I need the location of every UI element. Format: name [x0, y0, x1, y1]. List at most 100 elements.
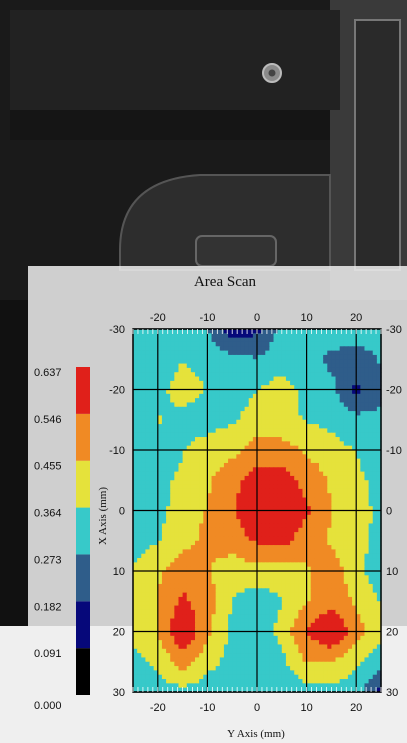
heatmap-cell: [294, 389, 299, 395]
heatmap-cell: [327, 532, 332, 538]
heatmap-cell: [203, 596, 208, 602]
heatmap-cell: [368, 683, 374, 689]
heatmap-cell: [314, 614, 320, 620]
heatmap-cell: [314, 510, 320, 516]
heatmap-cell: [166, 536, 171, 542]
heatmap-cell: [327, 415, 332, 421]
heatmap-cell: [236, 545, 242, 550]
heatmap-cell: [352, 488, 357, 494]
heatmap-cell: [161, 679, 167, 684]
heatmap-cell: [166, 376, 171, 382]
heatmap-cell: [248, 549, 254, 555]
heatmap-cell: [137, 510, 142, 516]
heatmap-cell: [244, 605, 250, 611]
heatmap-cell: [319, 571, 324, 576]
heatmap-cell: [195, 402, 200, 408]
heatmap-cell: [298, 592, 304, 598]
heatmap-cell: [257, 540, 262, 546]
heatmap-cell: [319, 644, 324, 650]
heatmap-cell: [153, 510, 159, 516]
heatmap-cell: [203, 661, 208, 667]
heatmap-cell: [157, 527, 163, 533]
heatmap-cell: [252, 657, 258, 663]
heatmap-cell: [236, 553, 242, 559]
heatmap-cell: [306, 510, 312, 516]
heatmap-cell: [269, 553, 275, 559]
heatmap-cell: [170, 471, 175, 477]
heatmap-cell: [314, 558, 320, 563]
heatmap-cell: [273, 627, 279, 633]
heatmap-cell: [277, 424, 283, 429]
heatmap-cell: [269, 540, 275, 546]
heatmap-cell: [170, 523, 175, 529]
heatmap-cell: [166, 540, 171, 546]
heatmap-cell: [219, 462, 225, 468]
heatmap-cell: [170, 467, 175, 473]
heatmap-cell: [182, 424, 188, 429]
heatmap-cell: [306, 398, 312, 404]
heatmap-cell: [376, 540, 382, 546]
heatmap-cell: [248, 480, 254, 486]
heatmap-cell: [215, 635, 221, 641]
heatmap-cell: [257, 350, 262, 356]
heatmap-cell: [252, 506, 258, 512]
heatmap-cell: [290, 359, 295, 365]
heatmap-cell: [319, 454, 324, 460]
heatmap-cell: [223, 605, 229, 611]
heatmap-cell: [228, 622, 233, 628]
heatmap-cell: [141, 354, 146, 360]
heatmap-cell: [261, 462, 266, 468]
heatmap-cell: [323, 389, 328, 395]
heatmap-cell: [157, 372, 163, 378]
heatmap-cell: [331, 605, 337, 611]
heatmap-cell: [137, 571, 142, 576]
heatmap-cell: [281, 536, 287, 542]
heatmap-cell: [310, 475, 316, 481]
heatmap-cell: [145, 579, 151, 585]
heatmap-cell: [248, 562, 254, 568]
heatmap-cell: [141, 549, 146, 555]
heatmap-cell: [376, 488, 382, 494]
heatmap-cell: [211, 683, 217, 689]
heatmap-cell: [178, 458, 184, 464]
heatmap-cell: [298, 350, 304, 356]
heatmap-cell: [327, 549, 332, 555]
heatmap-cell: [232, 363, 237, 369]
heatmap-cell: [269, 527, 275, 533]
heatmap-cell: [228, 411, 233, 417]
heatmap-cell: [273, 419, 279, 425]
heatmap-cell: [323, 454, 328, 460]
heatmap-cell: [277, 506, 283, 512]
heatmap-cell: [281, 596, 287, 602]
heatmap-cell: [335, 653, 341, 659]
heatmap-cell: [219, 484, 225, 490]
heatmap-cell: [352, 393, 357, 399]
heatmap-cell: [223, 674, 229, 680]
heatmap-cell: [331, 428, 337, 434]
heatmap-cell: [157, 333, 163, 339]
heatmap-cell: [141, 432, 146, 438]
heatmap-cell: [244, 337, 250, 343]
heatmap-cell: [161, 398, 167, 404]
heatmap-cell: [314, 523, 320, 529]
heatmap-cell: [137, 618, 142, 624]
heatmap-cell: [343, 424, 349, 429]
heatmap-cell: [372, 402, 378, 408]
heatmap-cell: [331, 609, 337, 615]
heatmap-cell: [211, 666, 217, 671]
heatmap-cell: [203, 648, 208, 654]
heatmap-cell: [161, 333, 167, 339]
heatmap-cell: [306, 558, 312, 563]
heatmap-cell: [331, 329, 337, 334]
heatmap-cell: [182, 618, 188, 624]
heatmap-cell: [360, 484, 366, 490]
heatmap-cell: [368, 445, 374, 451]
heatmap-cell: [248, 510, 254, 516]
heatmap-cell: [153, 670, 159, 676]
heatmap-cell: [215, 527, 221, 533]
heatmap-cell: [215, 346, 221, 352]
heatmap-cell: [319, 432, 324, 438]
heatmap-cell: [290, 545, 295, 550]
heatmap-cell: [170, 346, 175, 352]
heatmap-cell: [170, 618, 175, 624]
